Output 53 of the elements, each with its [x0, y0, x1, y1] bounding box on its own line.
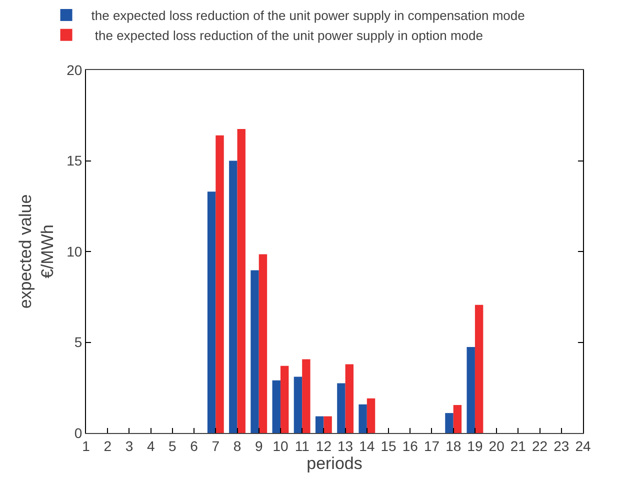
x-axis-title: periods — [306, 454, 362, 474]
x-tick-label: 6 — [190, 438, 198, 454]
x-tick-label: 1 — [82, 438, 90, 454]
x-tick-label: 11 — [294, 438, 310, 454]
bar — [250, 270, 259, 433]
bar — [324, 416, 332, 433]
y-tick-label: 10 — [66, 243, 82, 260]
bar — [453, 405, 462, 433]
x-tick-label: 9 — [254, 438, 263, 454]
bar — [294, 376, 302, 433]
bar — [229, 160, 238, 433]
x-tick-label: 18 — [446, 438, 462, 454]
y-tick-label: 15 — [66, 152, 82, 169]
x-tick-label: 17 — [424, 438, 440, 454]
bar — [445, 413, 454, 433]
bar — [302, 359, 310, 433]
x-tick-label: 12 — [316, 438, 332, 454]
x-tick-label: 21 — [510, 438, 526, 454]
x-tick-label: 13 — [338, 438, 354, 454]
y-tick-label: 0 — [74, 424, 82, 441]
x-tick-label: 5 — [168, 438, 177, 454]
bar — [366, 398, 376, 433]
y-axis-title: expected value €/MWh — [16, 194, 58, 309]
x-tick-label: 23 — [554, 438, 570, 454]
bar — [358, 404, 367, 433]
x-tick-label: 16 — [402, 438, 418, 454]
x-tick-label: 7 — [212, 438, 220, 454]
bar — [337, 383, 346, 433]
x-tick-label: 15 — [380, 438, 397, 454]
bar — [466, 346, 475, 433]
bar — [315, 416, 324, 433]
x-tick-label: 4 — [146, 438, 155, 454]
x-tick-label: 2 — [104, 438, 112, 454]
legend-label: the expected loss reduction of the unit power supply in compensation mode — [91, 8, 525, 24]
y-tick-label: 5 — [74, 334, 82, 350]
x-tick-label: 19 — [467, 438, 483, 454]
x-tick-label: 8 — [233, 438, 242, 454]
bar — [474, 304, 484, 433]
bar — [258, 254, 268, 433]
bar — [272, 380, 280, 433]
bar — [207, 192, 216, 433]
bar — [280, 366, 289, 433]
bar — [237, 128, 246, 433]
x-tick-label: 20 — [488, 438, 505, 454]
x-tick-label: 22 — [532, 438, 548, 454]
x-tick-label: 10 — [272, 438, 288, 454]
y-tick-label: 20 — [66, 62, 82, 78]
x-tick-label: 14 — [359, 438, 375, 454]
bar — [345, 364, 354, 433]
bar — [216, 135, 224, 433]
legend-label: the expected loss reduction of the unit power supply in option mode — [91, 28, 483, 43]
x-tick-label: 24 — [575, 438, 591, 454]
x-tick-label: 3 — [125, 438, 134, 454]
